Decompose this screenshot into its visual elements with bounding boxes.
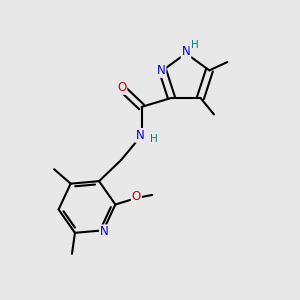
Text: N: N [157, 64, 166, 77]
Text: O: O [132, 190, 141, 202]
Text: N: N [100, 225, 109, 238]
Text: H: H [190, 40, 198, 50]
Text: N: N [182, 45, 190, 58]
Text: H: H [150, 134, 158, 144]
Text: O: O [117, 81, 126, 94]
Text: N: N [136, 129, 144, 142]
